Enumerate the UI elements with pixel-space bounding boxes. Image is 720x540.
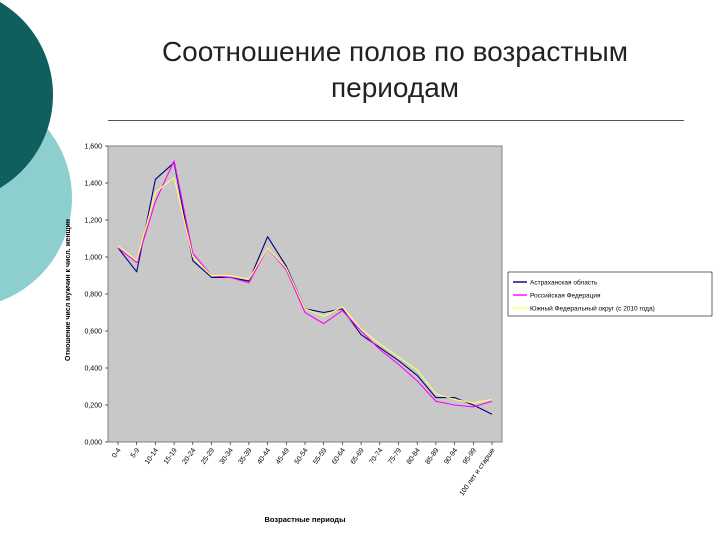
y-tick-label: 0,200 (84, 403, 102, 410)
x-tick-label: 60-64 (331, 447, 347, 466)
x-tick-label: 80-84 (406, 447, 422, 466)
x-tick-label: 20-24 (181, 447, 197, 466)
y-tick-label: 0,400 (84, 366, 102, 373)
x-tick-label: 25-29 (200, 447, 216, 466)
y-tick-label: 1,000 (84, 255, 102, 262)
x-tick-label: 55-59 (312, 447, 328, 466)
x-tick-label: 95-99 (462, 447, 478, 466)
y-axis-label: Отношение числ мужчин к числ. женщин (65, 219, 72, 361)
title-divider (108, 120, 684, 121)
x-tick-label: 35-39 (238, 447, 254, 466)
x-tick-label: 75-79 (387, 447, 403, 466)
legend-label: Южный Федеральный округ (с 2010 года) (530, 305, 655, 313)
x-tick-label: 40-44 (256, 447, 272, 466)
x-tick-label: 45-49 (275, 447, 291, 466)
series-line-2 (117, 160, 493, 408)
legend-label: Астраханская область (530, 279, 598, 287)
y-tick-label: 1,400 (84, 181, 102, 188)
x-tick-label: 30-34 (219, 447, 235, 466)
plot-area (107, 145, 503, 443)
x-tick-label: 15-19 (163, 447, 179, 466)
y-tick-label: 1,200 (84, 218, 102, 225)
decor-circle-dark (0, 2, 53, 188)
x-tick-label: 5-9 (130, 447, 142, 459)
x-tick-label: 85-89 (425, 447, 441, 466)
legend-label: Российская Федерация (530, 292, 601, 300)
x-tick-label: 10-14 (144, 447, 160, 466)
slide-title: Соотношение полов по возрастным периодам (161, 36, 629, 103)
y-axis: 0,000 0,200 0,400 0,600 0,800 1,000 1,200 1,400… (84, 144, 108, 447)
x-tick-label: 65-69 (350, 447, 366, 466)
legend-box (507, 271, 713, 317)
x-tick-label: 0-4 (111, 447, 123, 459)
y-tick-label: 0,800 (84, 292, 102, 299)
x-axis-label: Возрастные периоды (265, 515, 346, 524)
x-tick-label: 50-54 (294, 447, 310, 466)
y-tick-label: 0,600 (84, 329, 102, 336)
series-lines (117, 160, 493, 415)
y-tick-label: 1,600 (84, 144, 102, 151)
x-tick-label: 100 лет и старше (459, 447, 497, 497)
y-tick-label: 0,000 (84, 440, 102, 447)
x-tick-label: 70-74 (368, 447, 384, 466)
x-tick-label: 90-94 (443, 447, 459, 466)
series-line-3 (117, 176, 493, 404)
legend: Астраханская область Российская Федерация… (507, 271, 713, 317)
x-axis: 0-4 5-9 10-14 15-19 20-24 25-29 30-34 35-39 40-4… (111, 442, 497, 497)
